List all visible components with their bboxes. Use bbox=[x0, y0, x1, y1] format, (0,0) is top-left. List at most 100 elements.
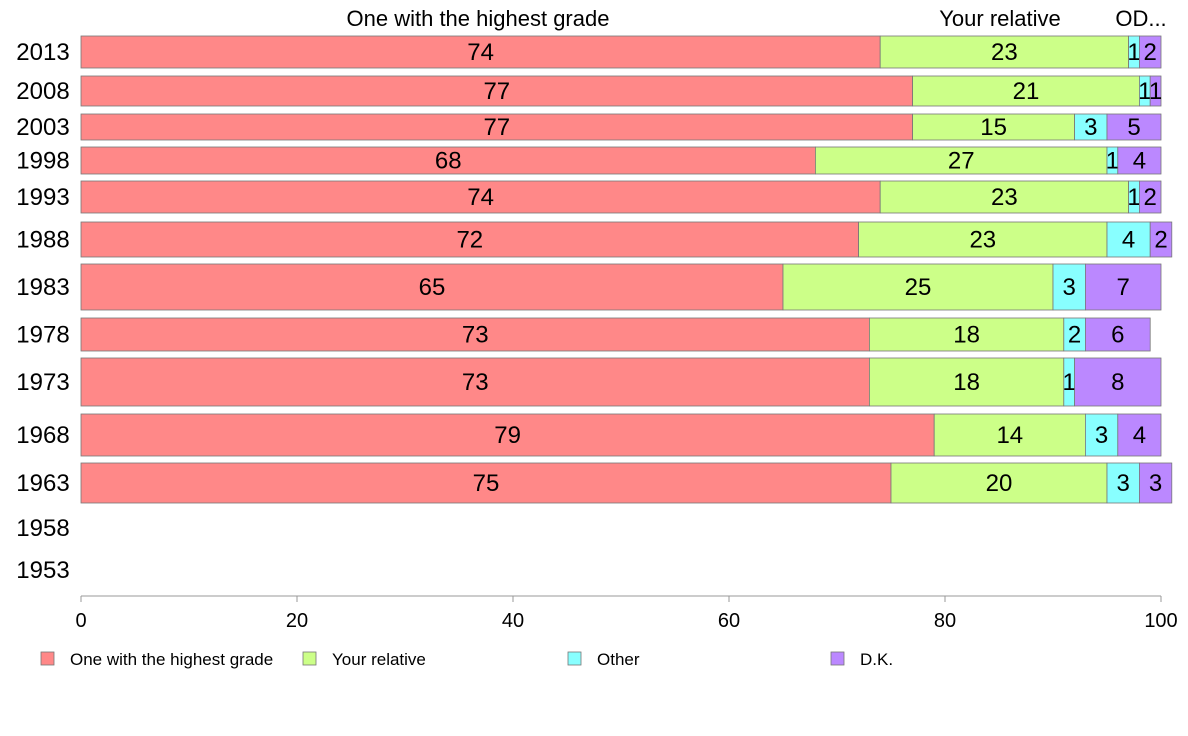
legend-swatch bbox=[830, 651, 845, 666]
top-label-your-relative: Your relative bbox=[939, 6, 1060, 31]
data-label: 4 bbox=[1133, 148, 1146, 175]
x-tick-label: 80 bbox=[934, 610, 956, 632]
data-label: 3 bbox=[1063, 274, 1076, 301]
data-label: 27 bbox=[948, 148, 975, 175]
data-label: 73 bbox=[462, 369, 489, 396]
data-label: 1 bbox=[1063, 369, 1076, 396]
bar-segment-d-k bbox=[1106, 113, 1162, 141]
bar-segment-d-k bbox=[1117, 413, 1162, 457]
data-label: 79 bbox=[494, 422, 521, 449]
bar-segment-your-relative bbox=[933, 413, 1086, 457]
bar-row-1953: 1953 bbox=[16, 557, 69, 584]
legend-item: Other bbox=[567, 650, 640, 669]
data-label: 4 bbox=[1122, 227, 1135, 254]
x-tick-label: 20 bbox=[286, 610, 308, 632]
bar-segment-one-with-the-highest-grade bbox=[80, 35, 881, 69]
bar-segment-d-k bbox=[1139, 180, 1162, 214]
bar-segment-other bbox=[1106, 221, 1151, 258]
bar-segment-d-k bbox=[1139, 462, 1173, 504]
data-label: 4 bbox=[1133, 422, 1146, 449]
top-label-other-dk: OD... bbox=[1115, 6, 1166, 31]
data-label: 75 bbox=[473, 470, 500, 497]
bar-segment-one-with-the-highest-grade bbox=[80, 462, 892, 504]
x-axis: 0 20 40 60 80 100 bbox=[75, 595, 1178, 632]
data-label: 3 bbox=[1117, 470, 1130, 497]
bar-segment-your-relative bbox=[912, 75, 1140, 107]
bar-segment-d-k bbox=[1085, 263, 1162, 311]
x-tick-label: 0 bbox=[75, 610, 86, 632]
legend-label: Other bbox=[597, 650, 640, 669]
data-label: 8 bbox=[1111, 369, 1124, 396]
bar-segment-d-k bbox=[1139, 35, 1162, 69]
bar-segment-one-with-the-highest-grade bbox=[80, 221, 859, 258]
legend-item: D.K. bbox=[830, 650, 893, 669]
data-label: 74 bbox=[467, 184, 494, 211]
bar-segment-one-with-the-highest-grade bbox=[80, 263, 784, 311]
legend-item: Your relative bbox=[302, 650, 426, 669]
bar-segment-one-with-the-highest-grade bbox=[80, 75, 913, 107]
bar-segment-d-k bbox=[1117, 146, 1162, 175]
data-label: 65 bbox=[419, 274, 446, 301]
data-label: 68 bbox=[435, 148, 462, 175]
bar-row-1958: 1958 bbox=[16, 515, 69, 542]
year-label: 1983 bbox=[16, 274, 69, 301]
data-label: 1 bbox=[1106, 148, 1119, 175]
bar-row-1973: 1973 73 18 1 8 bbox=[16, 357, 1162, 407]
year-label: 2008 bbox=[16, 78, 69, 105]
data-label: 21 bbox=[1013, 78, 1040, 105]
bar-segment-one-with-the-highest-grade bbox=[80, 317, 870, 352]
data-label: 23 bbox=[991, 39, 1018, 66]
bar-row-1988: 1988 72 23 4 2 bbox=[16, 221, 1173, 258]
year-label: 1963 bbox=[16, 470, 69, 497]
top-category-labels: One with the highest grade Your relative… bbox=[347, 6, 1167, 31]
bar-segment-your-relative bbox=[869, 357, 1065, 407]
year-label: 1978 bbox=[16, 322, 69, 349]
bar-segment-your-relative bbox=[879, 35, 1130, 69]
data-label: 14 bbox=[996, 422, 1023, 449]
bar-row-1968: 1968 79 14 3 4 bbox=[16, 413, 1162, 457]
data-label: 73 bbox=[462, 322, 489, 349]
data-label: 20 bbox=[986, 470, 1013, 497]
year-label: 1993 bbox=[16, 184, 69, 211]
bar-segment-one-with-the-highest-grade bbox=[80, 413, 935, 457]
data-label: 77 bbox=[483, 78, 510, 105]
data-label: 74 bbox=[467, 39, 494, 66]
year-label: 1988 bbox=[16, 227, 69, 254]
data-label: 1 bbox=[1127, 184, 1140, 211]
data-label: 77 bbox=[483, 114, 510, 141]
legend-label: One with the highest grade bbox=[70, 650, 273, 669]
legend-swatch bbox=[567, 651, 582, 666]
data-label: 2 bbox=[1154, 227, 1167, 254]
x-tick-label: 60 bbox=[718, 610, 740, 632]
legend-swatch bbox=[40, 651, 55, 666]
data-label: 1 bbox=[1127, 39, 1140, 66]
legend: One with the highest grade Your relative O… bbox=[40, 650, 893, 669]
bar-row-1993: 1993 74 23 1 2 bbox=[16, 180, 1162, 214]
data-label: 3 bbox=[1084, 114, 1097, 141]
legend-item: One with the highest grade bbox=[40, 650, 273, 669]
data-label: 25 bbox=[905, 274, 932, 301]
bar-row-1998: 1998 68 27 1 4 bbox=[16, 146, 1162, 175]
data-label: 1 bbox=[1149, 78, 1162, 105]
legend-label: Your relative bbox=[332, 650, 426, 669]
top-label-highest-grade: One with the highest grade bbox=[347, 6, 610, 31]
bar-segment-your-relative bbox=[782, 263, 1054, 311]
data-label: 2 bbox=[1144, 184, 1157, 211]
year-label: 1973 bbox=[16, 369, 69, 396]
year-label: 2003 bbox=[16, 114, 69, 141]
bar-segment-one-with-the-highest-grade bbox=[80, 180, 881, 214]
bar-segment-d-k bbox=[1149, 75, 1162, 107]
x-tick-label: 100 bbox=[1144, 610, 1177, 632]
data-label: 72 bbox=[456, 227, 483, 254]
bar-segment-other bbox=[1106, 462, 1140, 504]
bar-segment-one-with-the-highest-grade bbox=[80, 146, 816, 175]
bar-segment-one-with-the-highest-grade bbox=[80, 357, 870, 407]
year-label: 1968 bbox=[16, 422, 69, 449]
data-label: 2 bbox=[1144, 39, 1157, 66]
bar-segment-d-k bbox=[1085, 317, 1151, 352]
year-label: 2013 bbox=[16, 39, 69, 66]
bar-row-1983: 1983 65 25 3 7 bbox=[16, 263, 1162, 311]
year-label: 1953 bbox=[16, 557, 69, 584]
legend-swatch bbox=[302, 651, 317, 666]
